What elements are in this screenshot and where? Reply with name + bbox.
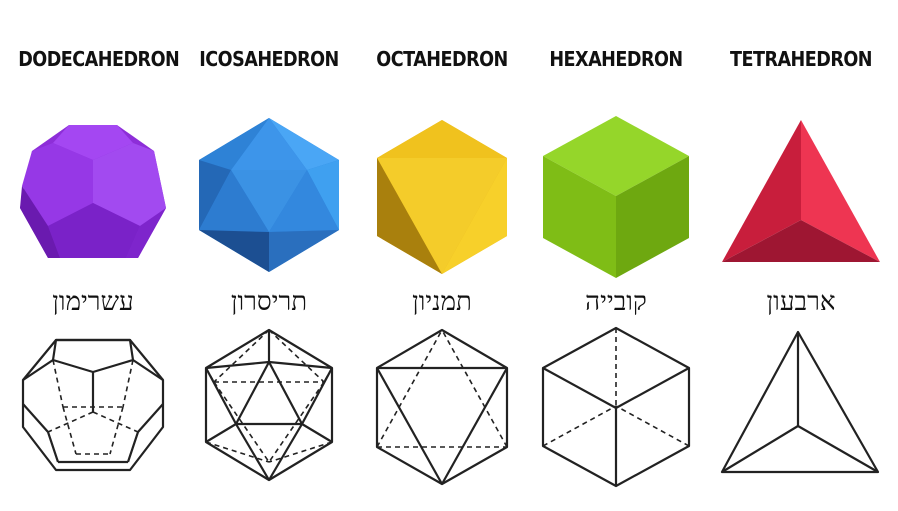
hebrew-name-octahedron: תמניון: [412, 287, 472, 317]
hebrew-name-hexahedron: קובייה: [585, 287, 647, 317]
hebrew-name-dodecahedron: עשרימון: [52, 287, 134, 317]
tetrahedron-wireframe-icon: [720, 330, 880, 474]
title-octahedron: OCTAHEDRON: [376, 47, 508, 71]
dodecahedron-wireframe-icon: [21, 338, 165, 472]
icosahedron-solid-icon: [199, 118, 339, 272]
octahedron-wireframe-icon: [375, 328, 509, 486]
title-hexahedron: HEXAHEDRON: [549, 47, 683, 71]
dodecahedron-solid-icon: [20, 125, 166, 258]
hexahedron-wireframe-icon: [541, 326, 691, 488]
icosahedron-wireframe-icon: [204, 328, 334, 482]
column-hexahedron: HEXAHEDRON קובייה: [531, 0, 701, 511]
hebrew-name-icosahedron: תריסרון: [230, 287, 308, 317]
title-icosahedron: ICOSAHEDRON: [199, 47, 339, 71]
column-icosahedron: ICOSAHEDRON תריסרון: [184, 0, 354, 511]
column-dodecahedron: DODECAHEDRON עשרימון: [8, 0, 180, 511]
title-dodecahedron: DODECAHEDRON: [18, 47, 180, 71]
tetrahedron-solid-icon: [722, 120, 880, 262]
octahedron-solid-icon: [377, 120, 507, 274]
title-tetrahedron: TETRAHEDRON: [729, 47, 873, 71]
column-tetrahedron: TETRAHEDRON ארבעון: [716, 0, 886, 511]
hexahedron-solid-icon: [543, 116, 689, 278]
hebrew-name-tetrahedron: ארבעון: [766, 287, 836, 317]
column-octahedron: OCTAHEDRON תמניון: [357, 0, 527, 511]
